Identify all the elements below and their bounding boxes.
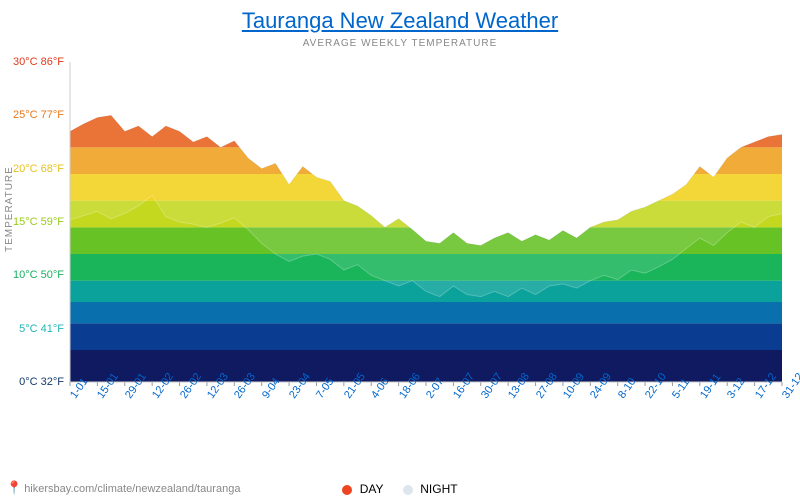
source-footer: 📍hikersbay.com/climate/newzealand/tauran… xyxy=(6,480,240,496)
legend-night-label: NIGHT xyxy=(420,482,457,496)
ytick-label: 15°C 59°F xyxy=(4,216,64,228)
legend-night-dot xyxy=(403,485,413,495)
legend-day: DAY xyxy=(342,482,383,496)
legend-day-label: DAY xyxy=(360,482,384,496)
ytick-label: 20°C 68°F xyxy=(4,163,64,175)
source-url: hikersbay.com/climate/newzealand/taurang… xyxy=(24,483,240,495)
ytick-label: 5°C 41°F xyxy=(4,323,64,335)
ytick-label: 25°C 77°F xyxy=(4,109,64,121)
chart-title: Tauranga New Zealand Weather xyxy=(0,0,800,34)
chart-subtitle: AVERAGE WEEKLY TEMPERATURE xyxy=(0,38,800,49)
ytick-label: 10°C 50°F xyxy=(4,269,64,281)
legend-day-dot xyxy=(342,485,352,495)
chart-container: TEMPERATURE 0°C 32°F5°C 41°F10°C 50°F15°… xyxy=(0,52,800,440)
legend-night: NIGHT xyxy=(403,482,458,496)
ytick-label: 30°C 86°F xyxy=(4,56,64,68)
ytick-label: 0°C 32°F xyxy=(4,376,64,388)
pin-icon: 📍 xyxy=(6,480,22,495)
